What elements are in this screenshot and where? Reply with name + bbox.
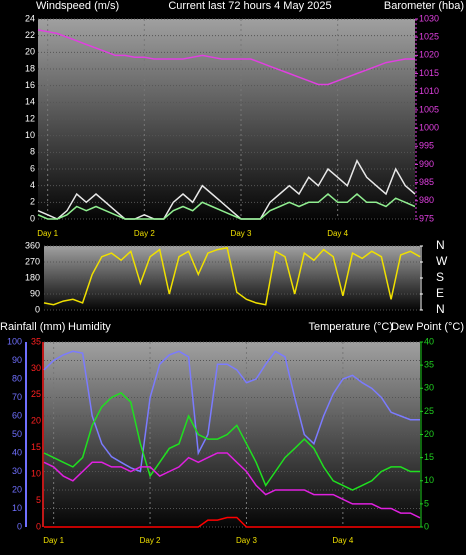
- y-tick-label: 0: [30, 213, 35, 223]
- y-tick-label: 40: [12, 447, 22, 457]
- x-tick-label: Day 2: [140, 536, 161, 545]
- y-tick-label: 0: [17, 521, 22, 531]
- y-tick-label: 270: [25, 256, 40, 266]
- y2-tick-label: N: [436, 302, 445, 316]
- y-tick-label: 18: [25, 63, 35, 73]
- y-tick-label: 90: [30, 288, 40, 298]
- y3-tick-label: 25: [31, 389, 41, 399]
- chart-title: Current last 72 hours 4 May 2025: [168, 0, 331, 12]
- y-tick-label: 80: [12, 373, 22, 383]
- series-line: [43, 452, 421, 519]
- y2-tick-label: S: [436, 270, 444, 284]
- series-line: [37, 193, 416, 220]
- y-tick-label: 360: [25, 240, 40, 250]
- plot-area: [44, 246, 420, 310]
- y2-tick-label: 995: [419, 141, 434, 151]
- y2-tick-label: 5: [424, 498, 429, 508]
- y2-tick-label: 1010: [419, 86, 439, 96]
- y2-tick-label: 975: [419, 213, 434, 223]
- legend-entry: Temperature (°C): [309, 321, 393, 333]
- y2-axis-label: Barometer (hba): [384, 0, 464, 12]
- y2-tick-label: 0: [424, 521, 429, 531]
- y3-tick-label: 0: [36, 521, 41, 531]
- x-tick-label: Day 3: [236, 536, 257, 545]
- y2-tick-label: 990: [419, 159, 434, 169]
- y2-tick-label: 1030: [419, 13, 439, 23]
- y-tick-label: 30: [12, 466, 22, 476]
- x-tick-label: Day 3: [231, 229, 252, 238]
- y3-tick-label: 10: [31, 469, 41, 479]
- x-tick-label: Day 4: [332, 536, 353, 545]
- y-tick-label: 24: [25, 13, 35, 23]
- y-tick-label: 100: [7, 336, 22, 346]
- x-tick-label: Day 1: [37, 229, 58, 238]
- y2-tick-label: 25: [424, 406, 434, 416]
- y3-tick-label: 20: [31, 416, 41, 426]
- y-axis-label: Windspeed (m/s): [36, 0, 119, 12]
- y3-tick-label: 5: [36, 495, 41, 505]
- plot-area: [44, 342, 420, 527]
- y2-tick-label: 10: [424, 475, 434, 485]
- y-tick-label: 4: [30, 180, 35, 190]
- y2-tick-label: N: [436, 238, 445, 252]
- y3-tick-label: 15: [31, 442, 41, 452]
- y-tick-label: 0: [35, 304, 40, 314]
- y-tick-label: 20: [12, 484, 22, 494]
- y-tick-label: 180: [25, 272, 40, 282]
- y-tick-label: 6: [30, 163, 35, 173]
- y3-tick-label: 30: [31, 363, 41, 373]
- y3-tick-label: 35: [31, 336, 41, 346]
- legend-entry: Dew Point (°C): [391, 321, 464, 333]
- y2-tick-label: 1000: [419, 122, 439, 132]
- y2-tick-label: 40: [424, 336, 434, 346]
- y-tick-label: 22: [25, 30, 35, 40]
- x-tick-label: Day 4: [327, 229, 348, 238]
- legend-entry: Rainfall (mm): [0, 321, 65, 333]
- y2-tick-label: 1015: [419, 68, 439, 78]
- y2-tick-label: 1020: [419, 50, 439, 60]
- y-tick-label: 10: [12, 503, 22, 513]
- y2-tick-label: 15: [424, 452, 434, 462]
- y2-tick-label: 20: [424, 429, 434, 439]
- y2-tick-label: W: [436, 254, 448, 268]
- y2-tick-label: 1025: [419, 32, 439, 42]
- y-tick-label: 12: [25, 113, 35, 123]
- x-tick-label: Day 1: [43, 536, 64, 545]
- y2-tick-label: 980: [419, 195, 434, 205]
- series-line: [43, 246, 421, 306]
- x-tick-label: Day 2: [134, 229, 155, 238]
- series-line: [37, 29, 415, 86]
- y2-tick-label: 1005: [419, 104, 439, 114]
- y-tick-label: 10: [25, 130, 35, 140]
- y-tick-label: 70: [12, 392, 22, 402]
- y2-tick-label: E: [436, 286, 444, 300]
- series-line: [43, 392, 420, 491]
- y-tick-label: 14: [25, 97, 35, 107]
- legend-entry: Humidity: [68, 321, 111, 333]
- y-tick-label: 50: [12, 429, 22, 439]
- y-tick-label: 90: [12, 355, 22, 365]
- series-line: [44, 516, 420, 528]
- y-tick-label: 8: [30, 147, 35, 157]
- y2-tick-label: 30: [424, 383, 434, 393]
- y2-tick-label: 35: [424, 360, 434, 370]
- y2-tick-label: 985: [419, 177, 434, 187]
- plot-area: [38, 19, 415, 219]
- y-tick-label: 60: [12, 410, 22, 420]
- series-line: [43, 350, 420, 473]
- y-tick-label: 16: [25, 80, 35, 90]
- y-tick-label: 20: [25, 47, 35, 57]
- series-line: [37, 158, 416, 220]
- y-tick-label: 2: [30, 197, 35, 207]
